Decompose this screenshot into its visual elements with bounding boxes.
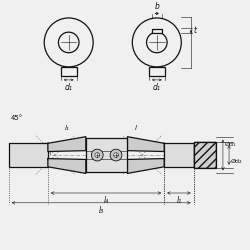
Text: l₁: l₁ bbox=[176, 196, 182, 205]
Circle shape bbox=[110, 149, 122, 161]
Bar bbox=[194, 142, 216, 168]
Text: Ød₂: Ød₂ bbox=[231, 159, 242, 164]
Circle shape bbox=[146, 32, 167, 53]
Bar bbox=[164, 143, 194, 167]
Bar bbox=[86, 138, 128, 172]
Circle shape bbox=[132, 18, 181, 67]
Bar bbox=[9, 143, 48, 167]
Circle shape bbox=[114, 153, 118, 158]
Polygon shape bbox=[48, 158, 86, 174]
Text: 45°: 45° bbox=[11, 115, 24, 121]
Text: b: b bbox=[154, 2, 159, 11]
Text: t: t bbox=[194, 26, 196, 35]
Circle shape bbox=[58, 32, 79, 53]
Text: l₃: l₃ bbox=[98, 206, 104, 215]
Circle shape bbox=[95, 153, 100, 158]
Circle shape bbox=[92, 149, 103, 161]
Text: d₁: d₁ bbox=[153, 83, 161, 92]
Text: l: l bbox=[135, 124, 137, 130]
Text: l₁: l₁ bbox=[65, 124, 70, 130]
Text: Ød₁: Ød₁ bbox=[225, 142, 236, 146]
Text: l₄: l₄ bbox=[104, 196, 108, 205]
Polygon shape bbox=[128, 137, 164, 152]
Polygon shape bbox=[128, 158, 164, 174]
Bar bbox=[194, 142, 216, 168]
Bar bbox=[152, 29, 162, 33]
Polygon shape bbox=[48, 137, 86, 152]
Bar bbox=[61, 67, 76, 76]
Circle shape bbox=[44, 18, 93, 67]
Bar bbox=[149, 67, 165, 76]
Text: d₁: d₁ bbox=[65, 83, 73, 92]
